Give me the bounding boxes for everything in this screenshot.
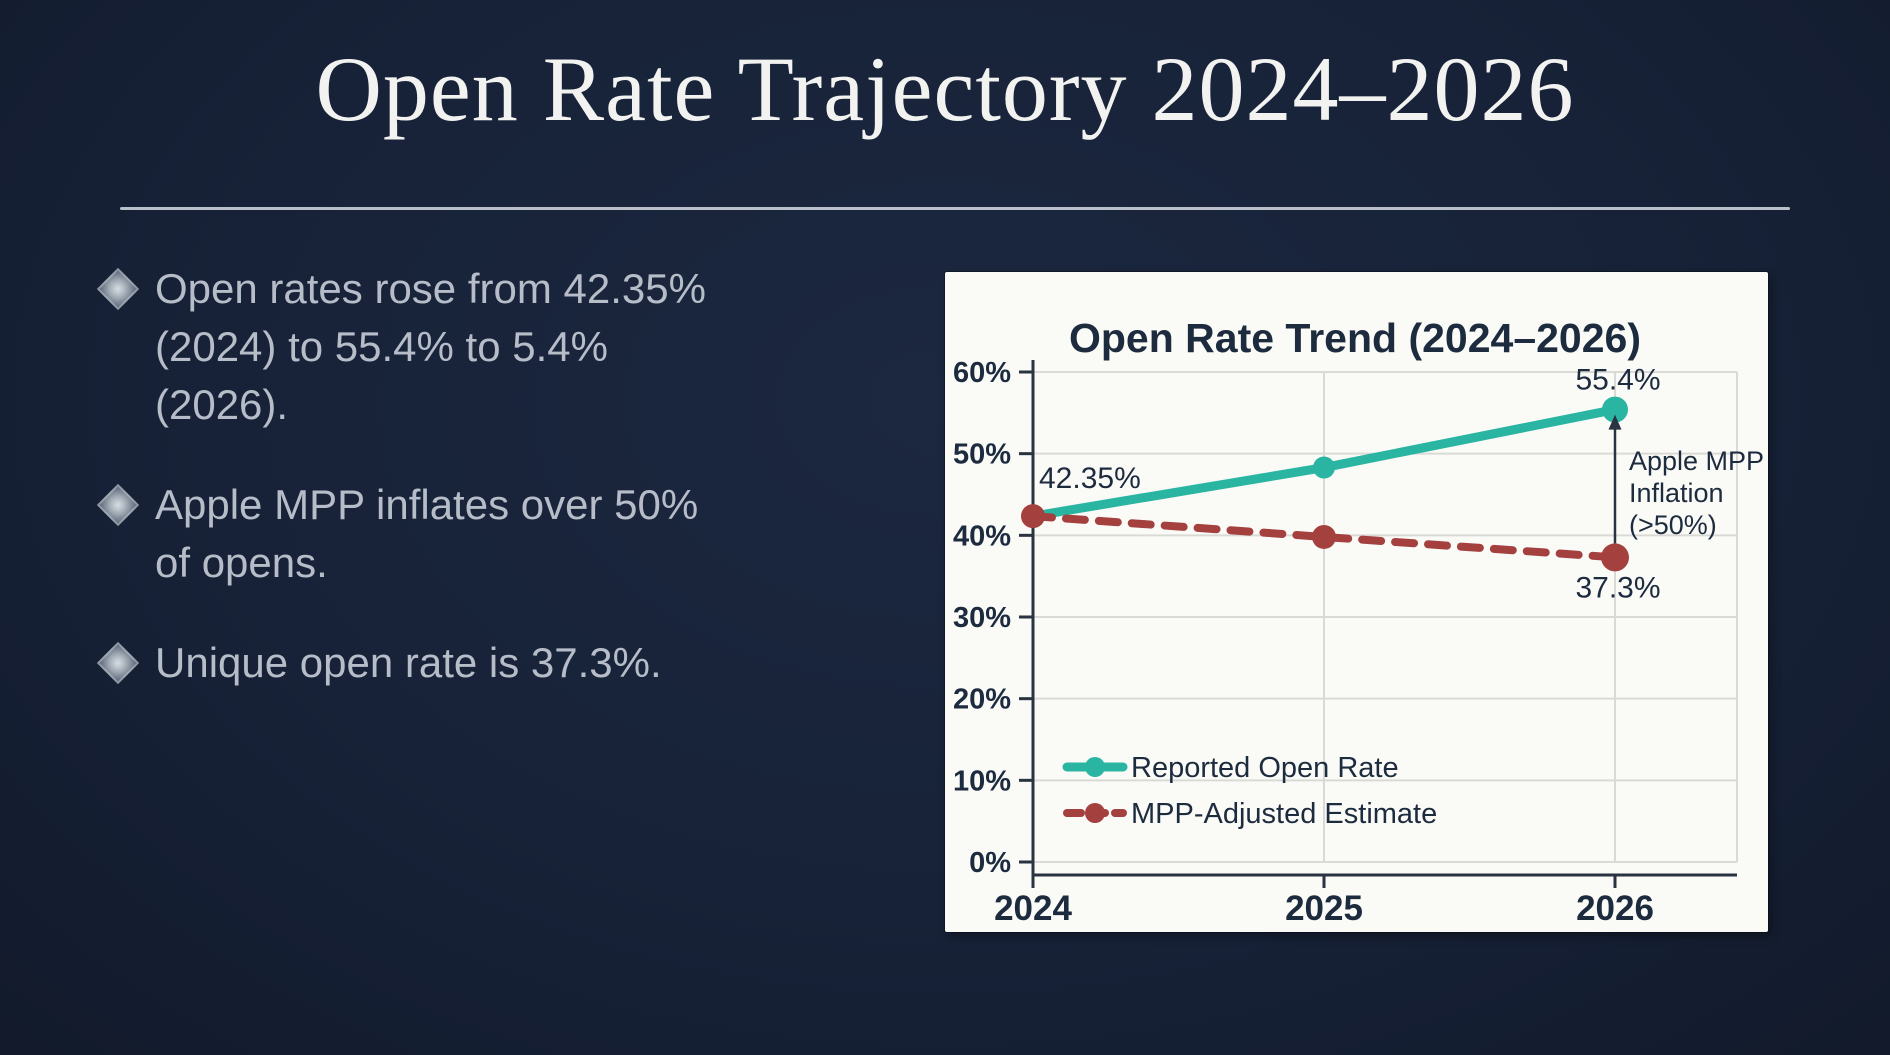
legend: Reported Open Rate MPP-Adjusted Estimate xyxy=(1062,752,1437,830)
open-rate-trend-chart: 0% 10% 20% 30% 40% 50% 60% 2024 2025 2026 Apple MP… xyxy=(953,315,1764,928)
annotation-line: Apple MPP xyxy=(1629,446,1764,476)
x-axis-labels: 2024 2025 2026 xyxy=(994,889,1654,928)
x-tick-label: 2024 xyxy=(994,889,1072,928)
y-tick-label: 0% xyxy=(969,847,1011,879)
y-tick-label: 40% xyxy=(953,520,1011,552)
bullet-text: Apple MPP inflates over 50% of opens. xyxy=(155,481,699,586)
x-tick-label: 2026 xyxy=(1576,889,1654,928)
axes xyxy=(1019,360,1737,888)
y-tick-label: 20% xyxy=(953,684,1011,716)
legend-marker xyxy=(1085,757,1105,777)
arrowhead-up-icon xyxy=(1608,414,1622,430)
annotation-line: (>50%) xyxy=(1629,510,1717,540)
diamond-bullet-icon xyxy=(96,267,140,311)
legend-label: Reported Open Rate xyxy=(1131,752,1399,784)
x-tick-label: 2025 xyxy=(1285,889,1363,928)
diamond-bullet-icon xyxy=(96,483,140,527)
bullet-list: Open rates rose from 42.35% (2024) to 55… xyxy=(96,260,723,734)
bullet-text: Unique open rate is 37.3%. xyxy=(155,639,662,686)
y-tick-label: 50% xyxy=(953,439,1011,471)
series-line xyxy=(1029,512,1619,562)
point-label: 55.4% xyxy=(1575,364,1660,397)
point-labels: 42.35% 55.4% 37.3% xyxy=(1039,364,1661,605)
data-point-marker xyxy=(1021,504,1045,529)
y-tick-label: 30% xyxy=(953,602,1011,634)
bullet-text: Open rates rose from 42.35% (2024) to 55… xyxy=(155,265,706,428)
list-item: Apple MPP inflates over 50% of opens. xyxy=(96,476,723,592)
diamond-bullet-icon xyxy=(96,641,140,685)
series-mpp-adjusted xyxy=(1021,504,1629,572)
data-point-marker xyxy=(1602,396,1628,423)
chart-panel: 0% 10% 20% 30% 40% 50% 60% 2024 2025 2026 Apple MP… xyxy=(945,272,1768,932)
data-point-marker xyxy=(1312,524,1336,549)
title-divider xyxy=(120,207,1790,210)
point-label: 37.3% xyxy=(1575,571,1660,604)
legend-marker xyxy=(1085,803,1105,823)
annotation-line: Inflation xyxy=(1629,478,1724,508)
chart-title: Open Rate Trend (2024–2026) xyxy=(1069,315,1641,361)
mpp-inflation-arrow xyxy=(1608,414,1622,544)
y-axis-labels: 0% 10% 20% 30% 40% 50% 60% xyxy=(953,357,1011,879)
list-item: Unique open rate is 37.3%. xyxy=(96,634,723,692)
point-label: 42.35% xyxy=(1039,462,1141,495)
data-point-marker xyxy=(1601,543,1629,572)
legend-label: MPP-Adjusted Estimate xyxy=(1131,798,1437,830)
list-item: Open rates rose from 42.35% (2024) to 55… xyxy=(96,260,723,434)
data-point-marker xyxy=(1313,456,1335,479)
page-title: Open Rate Trajectory 2024–2026 xyxy=(315,38,1575,140)
y-tick-label: 10% xyxy=(953,765,1011,797)
y-tick-label: 60% xyxy=(953,357,1011,389)
